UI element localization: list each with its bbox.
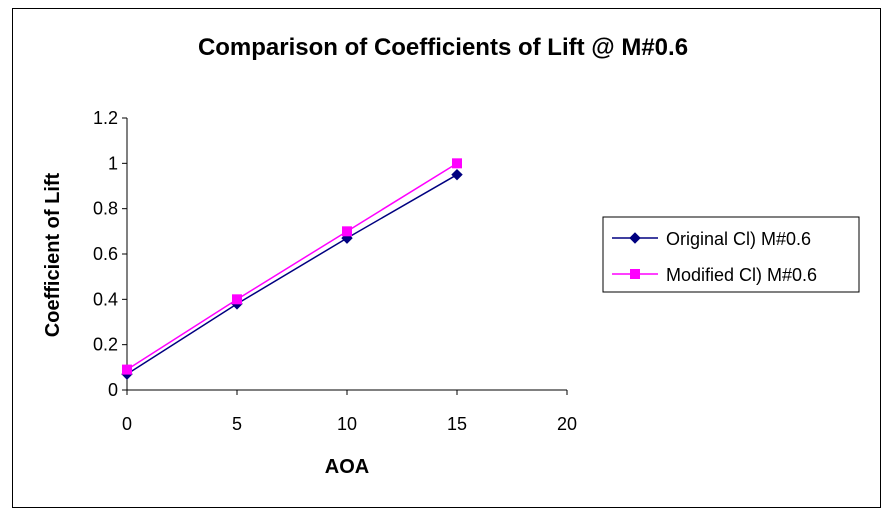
y-ticks: 0 0.2 0.4 0.6 0.8 1 1.2 [93,108,127,400]
x-tick-label: 5 [232,414,242,434]
series-1 [121,168,463,380]
y-tick-label: 0 [108,380,118,400]
data-point [451,168,463,181]
legend-label: Modified Cl) M#0.6 [666,265,817,285]
series-line [126,174,458,375]
x-ticks: 0 5 10 15 20 [122,390,577,434]
x-tick-label: 15 [447,414,467,434]
y-tick-label: 0.4 [93,289,118,309]
y-tick-label: 1 [108,153,118,173]
x-tick-label: 0 [122,414,132,434]
x-axis-title: AOA [325,456,369,478]
x-tick-label: 20 [557,414,577,434]
data-point [342,226,352,237]
axes [126,118,567,391]
x-tick-label: 10 [337,414,357,434]
y-axis-title: Coefficient of Lift [42,172,64,337]
data-point [122,364,132,375]
series-line [126,162,458,371]
y-tick-label: 0.6 [93,244,118,264]
data-point [232,294,242,305]
data-point [452,158,462,169]
series-2 [122,158,462,375]
legend-marker [629,232,641,244]
legend-label: Original Cl) M#0.6 [666,229,811,249]
legend-marker [630,269,640,279]
y-tick-label: 0.8 [93,199,118,219]
legend-item-2: Modified Cl) M#0.6 [612,265,817,285]
y-tick-label: 1.2 [93,108,118,128]
y-tick-label: 0.2 [93,335,118,355]
legend-box [602,216,860,293]
series-layer [121,158,463,380]
legend: Original Cl) M#0.6 Modified Cl) M#0.6 [602,216,860,293]
legend-item-1: Original Cl) M#0.6 [612,229,811,249]
chart-title: Comparison of Coefficients of Lift @ M#0… [198,34,688,61]
